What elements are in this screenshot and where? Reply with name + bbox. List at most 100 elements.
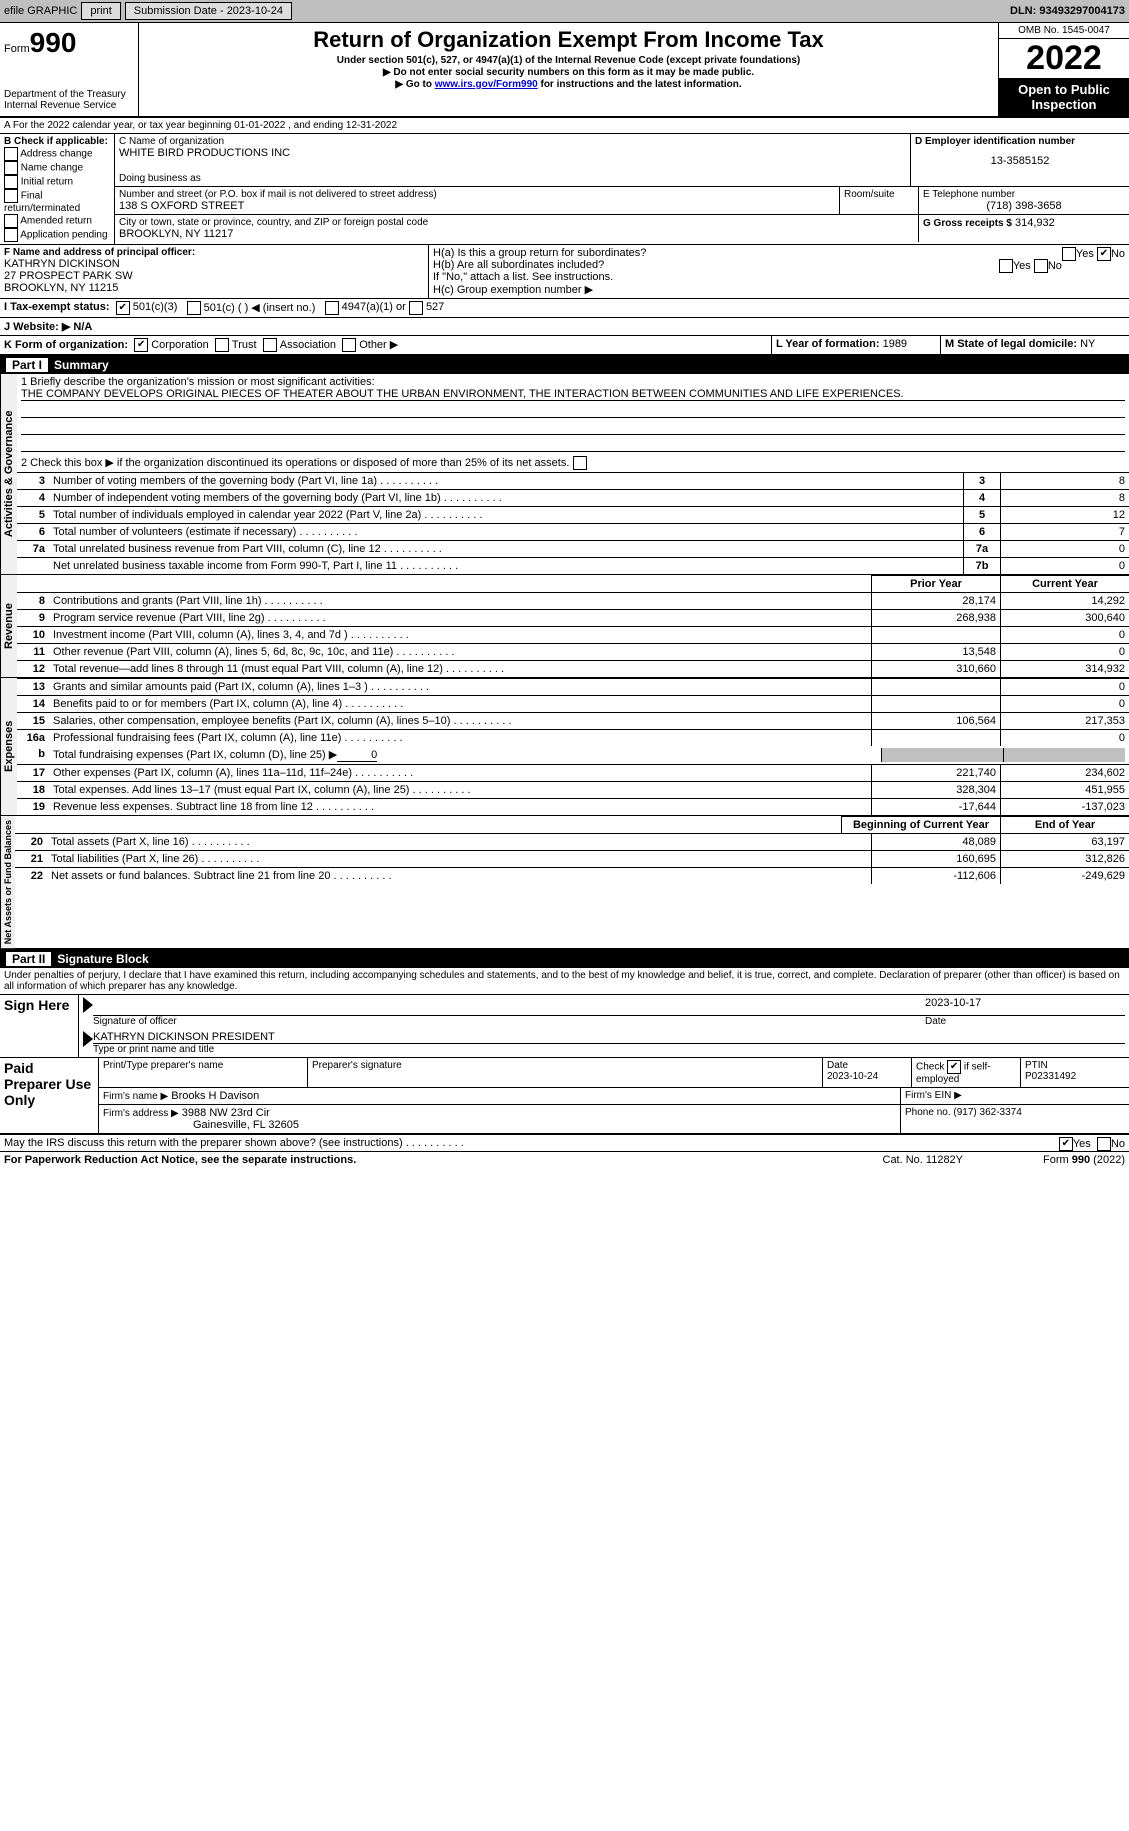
vert-expenses: Expenses (0, 678, 17, 815)
e-label: E Telephone number (923, 189, 1125, 200)
chk-amended[interactable] (4, 214, 18, 228)
pc4: Check (916, 1062, 947, 1073)
domicile: NY (1080, 338, 1095, 350)
paid-preparer-hdr: Paid Preparer Use Only (0, 1058, 98, 1133)
topbar: efile GRAPHIC print Submission Date - 20… (0, 0, 1129, 23)
gross-receipts: 314,932 (1015, 217, 1055, 229)
officer-print: KATHRYN DICKINSON PRESIDENT (93, 1031, 1125, 1044)
firm-addr2: Gainesville, FL 32605 (193, 1119, 299, 1131)
form-header: Form990 Department of the Treasury Inter… (0, 23, 1129, 118)
vert-revenue: Revenue (0, 575, 17, 677)
chk-4947[interactable] (325, 301, 339, 315)
i1: 501(c)(3) (133, 301, 178, 315)
pc3l: Date (827, 1060, 848, 1071)
k3: Association (280, 339, 336, 351)
f-label: F Name and address of principal officer: (4, 247, 424, 258)
officer-addr2: BROOKLYN, NY 11215 (4, 282, 424, 294)
i4: 527 (426, 301, 444, 315)
chk-527[interactable] (409, 301, 423, 315)
ha-no[interactable]: ✔ (1097, 247, 1111, 261)
i2: 501(c) ( ) ◀ (insert no.) (204, 301, 316, 315)
form-number: 990 (30, 27, 77, 58)
sign-date: 2023-10-17 (925, 997, 1125, 1015)
c-label: C Name of organization (119, 136, 906, 147)
irs-link[interactable]: www.irs.gov/Form990 (435, 79, 538, 90)
line-b-v: 0 (337, 749, 377, 762)
hb-no[interactable] (1034, 259, 1048, 273)
i3: 4947(a)(1) or (342, 301, 406, 315)
phone: (718) 398-3658 (923, 200, 1125, 212)
chk-selfemp[interactable]: ✔ (947, 1060, 961, 1074)
officer-name: KATHRYN DICKINSON (4, 258, 424, 270)
part1-header: Part ISummary (0, 356, 1129, 374)
city-label: City or town, state or province, country… (119, 217, 914, 228)
discuss-yes[interactable]: ✔ (1059, 1137, 1073, 1151)
sub3b: for instructions and the latest informat… (538, 79, 742, 90)
sub3a: ▶ Go to (395, 79, 434, 90)
declaration: Under penalties of perjury, I declare th… (0, 968, 1129, 995)
dots (403, 1137, 464, 1149)
current-year-hdr: Current Year (1001, 576, 1129, 593)
chk-501c[interactable] (187, 301, 201, 315)
line-b-t: Total fundraising expenses (Part IX, col… (53, 749, 337, 761)
org-name: WHITE BIRD PRODUCTIONS INC (119, 147, 906, 159)
firm-phone: (917) 362-3374 (953, 1107, 1021, 1118)
part2-lbl: Part II (6, 952, 51, 966)
arrow-icon (83, 997, 93, 1013)
hb-yes[interactable] (999, 259, 1013, 273)
sig-label: Signature of officer (93, 1016, 925, 1027)
chk-address[interactable] (4, 147, 18, 161)
part2-title: Signature Block (57, 952, 148, 966)
irs: Internal Revenue Service (4, 100, 134, 111)
open-inspection: Open to Public Inspection (999, 78, 1129, 116)
dept-treasury: Department of the Treasury (4, 89, 134, 100)
ha-yes[interactable] (1062, 247, 1076, 261)
firm-ein: Firm's EIN ▶ (900, 1088, 1129, 1104)
tax-year: 2022 (999, 39, 1129, 78)
k-other[interactable] (342, 338, 356, 352)
k2: Trust (232, 339, 257, 351)
b2: Name change (21, 163, 83, 174)
date-label: Date (925, 1016, 1125, 1027)
netassets-table: 20Total assets (Part X, line 16)48,08963… (15, 833, 1129, 884)
yes1: Yes (1076, 248, 1094, 260)
no1: No (1111, 248, 1125, 260)
firm-name: Brooks H Davison (171, 1090, 259, 1102)
hc: H(c) Group exemption number ▶ (433, 283, 1125, 296)
k-trust[interactable] (215, 338, 229, 352)
m-label: M State of legal domicile: (945, 338, 1077, 350)
l-label: L Year of formation: (776, 338, 880, 350)
chk-initial[interactable] (4, 175, 18, 189)
part1-title: Summary (54, 358, 109, 372)
k-corp[interactable]: ✔ (134, 338, 148, 352)
blank3 (21, 435, 1125, 452)
end-year-hdr: End of Year (1001, 817, 1129, 834)
chk-final[interactable] (4, 189, 18, 203)
chk-discontinued[interactable] (573, 456, 587, 470)
q2: 2 Check this box ▶ if the organization d… (17, 454, 1129, 472)
i-label: I Tax-exempt status: (4, 301, 110, 315)
yes2: Yes (1013, 260, 1031, 272)
expenses-table2: 17Other expenses (Part IX, column (A), l… (17, 764, 1129, 815)
fn: No (1111, 1138, 1125, 1150)
discuss-no[interactable] (1097, 1137, 1111, 1151)
officer-addr1: 27 PROSPECT PARK SW (4, 270, 424, 282)
grey1 (881, 748, 1003, 762)
form-footer: Form 990 (2022) (1043, 1154, 1125, 1166)
year-formed: 1989 (883, 338, 907, 350)
b-header: B Check if applicable: (4, 136, 110, 147)
b5: Amended return (20, 216, 92, 227)
pra: For Paperwork Reduction Act Notice, see … (4, 1154, 356, 1166)
b6: Application pending (20, 230, 107, 241)
pc3v: 2023-10-24 (827, 1071, 878, 1082)
revenue-table: 8Contributions and grants (Part VIII, li… (17, 592, 1129, 677)
k-assoc[interactable] (263, 338, 277, 352)
chk-501c3[interactable]: ✔ (116, 301, 130, 315)
ein: 13-3585152 (915, 147, 1125, 167)
chk-name[interactable] (4, 161, 18, 175)
ph-lbl: Phone no. (905, 1107, 951, 1118)
form-word: Form (4, 43, 30, 55)
chk-pending[interactable] (4, 228, 18, 242)
cat-no: Cat. No. 11282Y (883, 1154, 964, 1166)
print-button[interactable]: print (81, 2, 120, 20)
